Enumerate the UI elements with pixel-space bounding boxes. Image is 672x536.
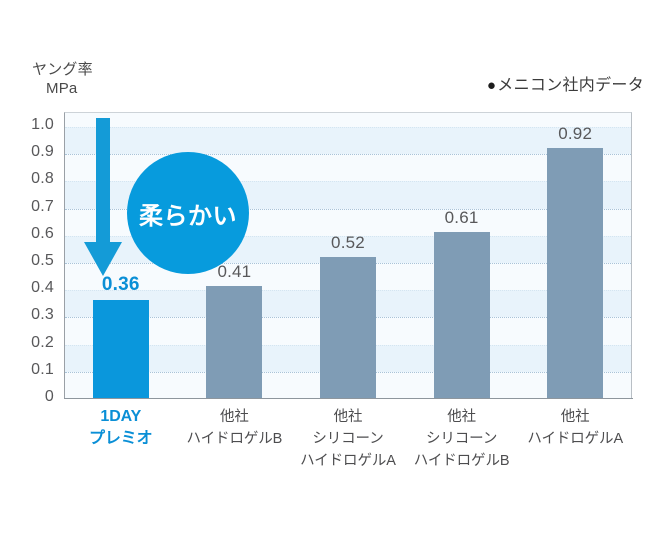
downward-arrow-icon bbox=[84, 118, 122, 276]
category-label-line: ハイドロゲルA bbox=[527, 431, 624, 447]
category-label-line: ハイドロゲルB bbox=[413, 453, 510, 469]
bar-value-label: 0.52 bbox=[331, 232, 365, 252]
bar-value-label: 0.41 bbox=[217, 262, 252, 282]
gridline bbox=[65, 208, 631, 210]
bubble-circle bbox=[127, 152, 249, 274]
category-label-line: 他社 bbox=[560, 409, 590, 425]
background-band bbox=[65, 127, 631, 155]
y-axis-tick-label: 0.9 bbox=[31, 143, 54, 161]
y-axis-tick-label: 1.0 bbox=[31, 116, 54, 133]
legend-label: メニコン社内データ bbox=[497, 77, 644, 94]
soft-callout-bubble: 柔らかい bbox=[127, 152, 249, 274]
y-axis-tick-label: 0.4 bbox=[31, 279, 54, 297]
y-axis-title: ヤング率 MPa bbox=[32, 60, 93, 98]
y-axis-tick-label: 0 bbox=[44, 388, 54, 405]
bar bbox=[320, 256, 376, 398]
legend-bullet-icon: ● bbox=[486, 77, 497, 94]
y-axis-tick-label: 0.2 bbox=[31, 333, 54, 351]
bar bbox=[547, 147, 604, 398]
category-label-line: ハイドロゲルA bbox=[300, 453, 396, 469]
x-axis-category-label: 他社ハイドロゲルB bbox=[178, 406, 292, 450]
bar bbox=[92, 300, 149, 398]
legend: ●メニコン社内データ bbox=[487, 71, 644, 95]
category-label-line: シリコーン bbox=[312, 431, 384, 447]
bar-value-label: 0.61 bbox=[444, 208, 479, 228]
category-label-line: シリコーン bbox=[425, 431, 498, 447]
category-label-line: ハイドロゲルB bbox=[186, 431, 283, 447]
category-label-line: プレミオ bbox=[88, 430, 153, 447]
bar bbox=[433, 232, 490, 398]
category-label-line: 1DAY bbox=[100, 408, 142, 425]
y-axis-tick-label: 0.8 bbox=[31, 170, 54, 188]
x-axis-category-label: 1DAY プレミオ bbox=[64, 406, 178, 450]
x-axis-category-label: 他社ハイドロゲルA bbox=[518, 406, 632, 450]
y-axis-tick-label: 0.6 bbox=[31, 224, 54, 242]
bar-value-label: 0.92 bbox=[558, 123, 593, 143]
x-axis-category-label: 他社シリコーンハイドロゲルA bbox=[291, 406, 405, 472]
category-label-line: 他社 bbox=[333, 409, 363, 425]
x-axis-category-label: 他社シリコーンハイドロゲルB bbox=[405, 406, 519, 472]
gridline bbox=[65, 154, 631, 156]
category-label-line: 他社 bbox=[219, 409, 249, 425]
y-axis-tick-label: 0.3 bbox=[31, 306, 54, 324]
y-axis-tick-label: 0.5 bbox=[31, 252, 54, 269]
y-axis-title-line1: ヤング率 bbox=[32, 61, 93, 78]
x-axis-baseline bbox=[64, 398, 633, 399]
y-axis-tick-label: 0.1 bbox=[31, 360, 54, 378]
bar-value-label: 0.36 bbox=[101, 274, 140, 296]
y-axis-unit: MPa bbox=[46, 80, 78, 97]
bubble-label: 柔らかい bbox=[139, 202, 237, 230]
y-axis-tick-label: 0.7 bbox=[31, 197, 54, 215]
category-label-line: 他社 bbox=[447, 409, 476, 425]
bar bbox=[206, 286, 263, 398]
